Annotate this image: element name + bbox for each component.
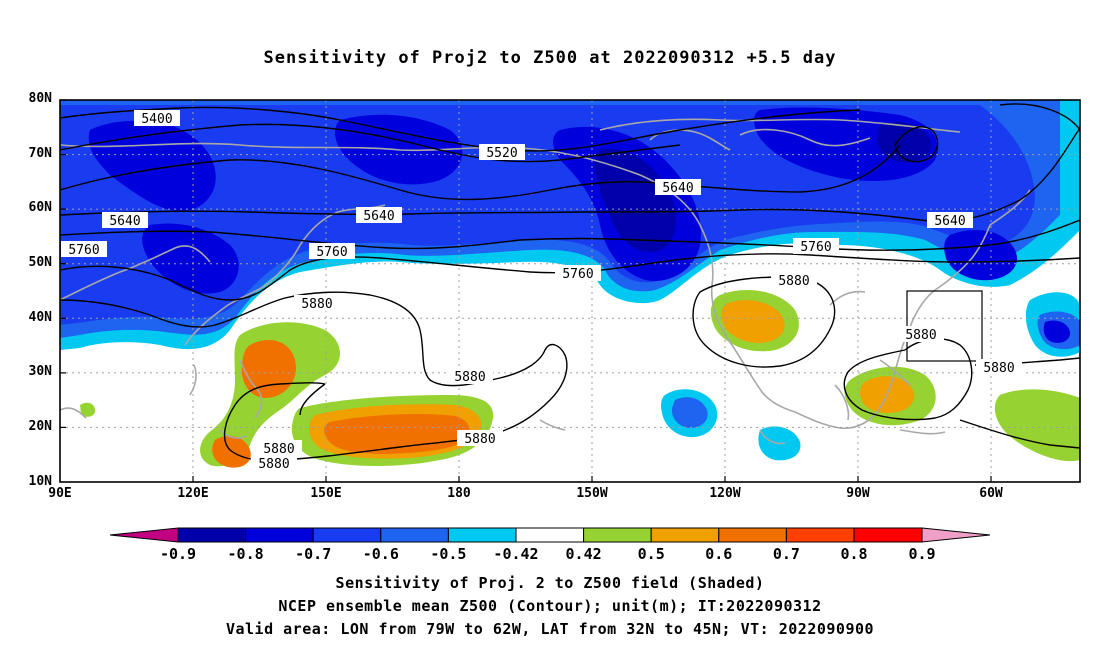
svg-text:5760: 5760 xyxy=(562,267,593,282)
svg-text:5640: 5640 xyxy=(934,214,965,229)
svg-text:5640: 5640 xyxy=(363,209,394,224)
contour-label-5880: 5880 xyxy=(457,430,503,447)
z500-contours xyxy=(60,103,1080,462)
colorbar-label: 0.8 xyxy=(840,545,868,563)
lat-label: 40N xyxy=(28,310,52,325)
colorbar-bin xyxy=(245,527,314,543)
colorbar xyxy=(109,527,991,543)
lon-label: 120E xyxy=(177,486,209,501)
svg-text:5880: 5880 xyxy=(263,442,294,457)
colorbar-bin xyxy=(380,527,449,543)
colorbar-label: -0.5 xyxy=(430,545,467,563)
contour-label-5640: 5640 xyxy=(927,212,973,229)
colorbar-label: 0.6 xyxy=(705,545,733,563)
contour-label-5880: 5880 xyxy=(251,455,297,472)
lat-label: 10N xyxy=(28,474,52,489)
contour-label-5880: 5880 xyxy=(256,440,302,457)
contour-label-5880: 5880 xyxy=(447,368,493,385)
lon-label: 180 xyxy=(447,486,471,501)
lat-label: 80N xyxy=(28,91,52,106)
colorbar-label: -0.8 xyxy=(227,545,264,563)
contour-label-5760: 5760 xyxy=(309,243,355,260)
svg-text:5880: 5880 xyxy=(905,328,936,343)
lat-label: 50N xyxy=(28,255,52,270)
colorbar-label: -0.42 xyxy=(493,545,539,563)
contour-label-5640: 5640 xyxy=(356,207,402,224)
svg-text:5760: 5760 xyxy=(800,240,831,255)
colorbar-bin xyxy=(515,527,585,543)
colorbar-label: 0.7 xyxy=(772,545,800,563)
colorbar-label: -0.9 xyxy=(159,545,197,563)
lon-label: 150W xyxy=(576,486,608,501)
contour-label-5760: 5760 xyxy=(61,241,107,258)
colorbar-label: -0.7 xyxy=(295,545,332,563)
svg-text:5880: 5880 xyxy=(778,274,809,289)
plot-frame xyxy=(59,99,1081,483)
colorbar-bin xyxy=(312,527,382,543)
lat-label: 60N xyxy=(28,200,52,215)
svg-text:5760: 5760 xyxy=(68,243,99,258)
contour-label-5520: 5520 xyxy=(479,144,525,161)
lat-label: 30N xyxy=(28,364,52,379)
contour-label-5640: 5640 xyxy=(102,212,148,229)
positive-sensitivity-regions xyxy=(80,290,1080,468)
contour-label-5880: 5880 xyxy=(898,326,944,343)
svg-text:5760: 5760 xyxy=(316,245,347,260)
contour-labels: 5400 5520 5640 5640 5640 5640 5760 5760 … xyxy=(61,110,1022,472)
svg-text:5880: 5880 xyxy=(258,457,289,472)
svg-text:5880: 5880 xyxy=(454,370,485,385)
colorbar-label: 0.5 xyxy=(637,545,665,563)
contour-label-5760: 5760 xyxy=(793,238,839,255)
colorbar-label: 0.42 xyxy=(565,545,602,563)
map-grid xyxy=(60,100,1080,482)
colorbar-bin xyxy=(785,527,855,543)
svg-text:5880: 5880 xyxy=(983,361,1014,376)
colorbar-bin xyxy=(650,527,720,543)
colorbar-bin xyxy=(853,527,923,543)
colorbar-bin xyxy=(583,527,652,543)
contour-label-5880: 5880 xyxy=(771,272,817,289)
axis-ticks xyxy=(60,99,992,482)
lon-label: 60W xyxy=(979,486,1003,501)
map-title: Sensitivity of Proj2 to Z500 at 20220903… xyxy=(263,48,837,68)
caption-shaded: Sensitivity of Proj. 2 to Z500 field (Sh… xyxy=(335,574,765,592)
colorbar-label: -0.6 xyxy=(362,545,399,563)
svg-text:5880: 5880 xyxy=(464,432,495,447)
colorbar-label: 0.9 xyxy=(908,545,936,563)
svg-text:5400: 5400 xyxy=(141,112,172,127)
lon-label: 90W xyxy=(846,486,870,501)
colorbar-bin xyxy=(718,527,787,543)
contour-label-5880: 5880 xyxy=(294,295,340,312)
colorbar-bin xyxy=(447,527,517,543)
lon-label: 150E xyxy=(310,486,342,501)
lon-label: 90E xyxy=(48,486,72,501)
lon-label: 120W xyxy=(709,486,741,501)
negative-sensitivity-region xyxy=(60,100,1080,350)
lat-label: 20N xyxy=(28,419,52,434)
contour-label-5640: 5640 xyxy=(655,179,701,196)
caption-contour: NCEP ensemble mean Z500 (Contour); unit(… xyxy=(278,597,822,615)
negative-sensitivity-blobs xyxy=(661,292,1080,461)
colorbar-upper-triangle xyxy=(921,527,991,543)
svg-text:5640: 5640 xyxy=(109,214,140,229)
caption-valid-area: Valid area: LON from 79W to 62W, LAT fro… xyxy=(225,620,875,638)
contour-label-5760: 5760 xyxy=(555,265,601,282)
colorbar-lower-triangle xyxy=(109,527,179,543)
colorbar-bin xyxy=(177,527,247,543)
lat-label: 70N xyxy=(28,146,52,161)
svg-text:5880: 5880 xyxy=(301,297,332,312)
svg-text:5520: 5520 xyxy=(486,146,517,161)
svg-text:5640: 5640 xyxy=(662,181,693,196)
contour-label-5880: 5880 xyxy=(976,359,1022,376)
contour-label-5400: 5400 xyxy=(134,110,180,127)
